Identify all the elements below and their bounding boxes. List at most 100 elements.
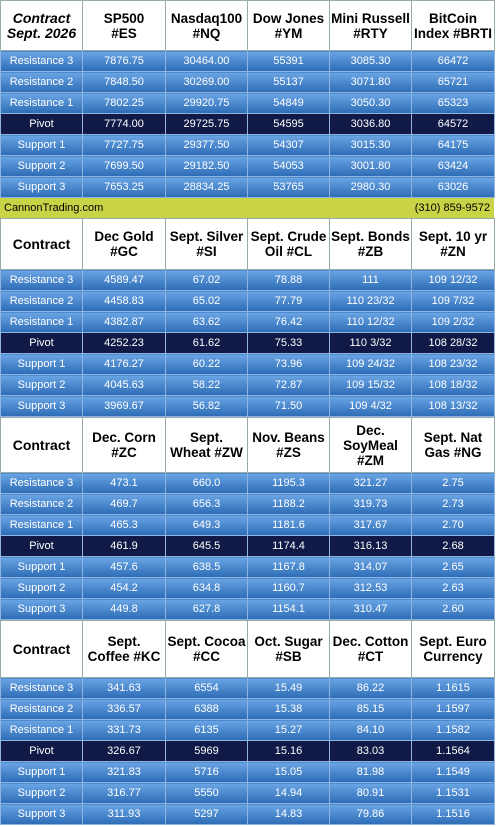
value-cell: 63.62 bbox=[165, 311, 248, 333]
level-cell: Pivot bbox=[0, 332, 83, 354]
value-cell: 2980.30 bbox=[329, 176, 412, 198]
value-cell: 29920.75 bbox=[165, 92, 248, 114]
value-cell: 2.68 bbox=[411, 535, 495, 557]
header-cell: Sept. Cocoa #CC bbox=[165, 620, 248, 678]
data-row: Support 3 449.8 627.8 1154.1 310.47 2.60 bbox=[0, 598, 495, 620]
value-cell: 84.10 bbox=[329, 719, 412, 741]
value-cell: 55391 bbox=[247, 50, 330, 72]
value-cell: 73.96 bbox=[247, 353, 330, 375]
value-cell: 341.63 bbox=[82, 677, 166, 699]
value-cell: 2.65 bbox=[411, 556, 495, 578]
value-cell: 321.83 bbox=[82, 761, 166, 783]
value-cell: 64175 bbox=[411, 134, 495, 156]
value-cell: 108 23/32 bbox=[411, 353, 495, 375]
data-row: Support 2 4045.63 58.22 72.87 109 15/32 108 1… bbox=[0, 374, 495, 396]
value-cell: 15.27 bbox=[247, 719, 330, 741]
banner: CannonTrading.com (310) 859-9572 bbox=[0, 198, 494, 218]
value-cell: 7727.75 bbox=[82, 134, 166, 156]
value-cell: 473.1 bbox=[82, 472, 166, 494]
value-cell: 55137 bbox=[247, 71, 330, 93]
header-cell: Sept. Wheat #ZW bbox=[165, 417, 248, 473]
data-row: Resistance 3 473.1 660.0 1195.3 321.27 2.75 bbox=[0, 472, 495, 494]
price-table: Contract Sept. Coffee #KC Sept. Cocoa #CC O… bbox=[0, 620, 495, 825]
value-cell: 78.88 bbox=[247, 269, 330, 291]
value-cell: 1.1531 bbox=[411, 782, 495, 804]
value-cell: 65323 bbox=[411, 92, 495, 114]
value-cell: 30269.00 bbox=[165, 71, 248, 93]
value-cell: 53765 bbox=[247, 176, 330, 198]
value-cell: 1181.6 bbox=[247, 514, 330, 536]
value-cell: 310.47 bbox=[329, 598, 412, 620]
value-cell: 80.91 bbox=[329, 782, 412, 804]
value-cell: 109 12/32 bbox=[411, 269, 495, 291]
data-row: Support 2 454.2 634.8 1160.7 312.53 2.63 bbox=[0, 577, 495, 599]
value-cell: 14.94 bbox=[247, 782, 330, 804]
value-cell: 109 24/32 bbox=[329, 353, 412, 375]
value-cell: 54307 bbox=[247, 134, 330, 156]
value-cell: 3969.67 bbox=[82, 395, 166, 417]
level-cell: Resistance 2 bbox=[0, 290, 83, 312]
value-cell: 638.5 bbox=[165, 556, 248, 578]
data-row: Resistance 1 7802.25 29920.75 54849 3050.30 6… bbox=[0, 92, 495, 114]
data-row: Pivot 326.67 5969 15.16 83.03 1.1564 bbox=[0, 740, 495, 762]
value-cell: 461.9 bbox=[82, 535, 166, 557]
value-cell: 1.1597 bbox=[411, 698, 495, 720]
data-row: Support 3 7653.25 28834.25 53765 2980.30 6302… bbox=[0, 176, 495, 198]
value-cell: 15.38 bbox=[247, 698, 330, 720]
value-cell: 15.16 bbox=[247, 740, 330, 762]
data-row: Pivot 4252.23 61.62 75.33 110 3/32 108 28/32 bbox=[0, 332, 495, 354]
value-cell: 5969 bbox=[165, 740, 248, 762]
value-cell: 65721 bbox=[411, 71, 495, 93]
data-row: Resistance 2 336.57 6388 15.38 85.15 1.1597 bbox=[0, 698, 495, 720]
value-cell: 85.15 bbox=[329, 698, 412, 720]
value-cell: 111 bbox=[329, 269, 412, 291]
header-cell: BitCoin Index #BRTI bbox=[411, 0, 495, 51]
level-cell: Resistance 2 bbox=[0, 698, 83, 720]
value-cell: 3015.30 bbox=[329, 134, 412, 156]
data-row: Support 1 7727.75 29377.50 54307 3015.30 6417… bbox=[0, 134, 495, 156]
data-row: Support 1 4176.27 60.22 73.96 109 24/32 108 2… bbox=[0, 353, 495, 375]
header-cell: Dec Gold #GC bbox=[82, 218, 166, 270]
data-row: Support 2 316.77 5550 14.94 80.91 1.1531 bbox=[0, 782, 495, 804]
value-cell: 6554 bbox=[165, 677, 248, 699]
value-cell: 3071.80 bbox=[329, 71, 412, 93]
value-cell: 314.07 bbox=[329, 556, 412, 578]
header-cell: SP500 #ES bbox=[82, 0, 166, 51]
header-cell: Sept. 10 yr #ZN bbox=[411, 218, 495, 270]
value-cell: 15.05 bbox=[247, 761, 330, 783]
value-cell: 7699.50 bbox=[82, 155, 166, 177]
level-cell: Resistance 2 bbox=[0, 493, 83, 515]
price-table: Contract Sept. 2026 SP500 #ES Nasdaq100 #N… bbox=[0, 0, 495, 198]
level-cell: Resistance 3 bbox=[0, 269, 83, 291]
value-cell: 110 23/32 bbox=[329, 290, 412, 312]
data-row: Resistance 3 7876.75 30464.00 55391 3085.30 6… bbox=[0, 50, 495, 72]
level-cell: Support 3 bbox=[0, 803, 83, 825]
value-cell: 6388 bbox=[165, 698, 248, 720]
value-cell: 29182.50 bbox=[165, 155, 248, 177]
value-cell: 110 3/32 bbox=[329, 332, 412, 354]
value-cell: 4176.27 bbox=[82, 353, 166, 375]
value-cell: 2.73 bbox=[411, 493, 495, 515]
site-name: CannonTrading.com bbox=[4, 202, 104, 214]
value-cell: 14.83 bbox=[247, 803, 330, 825]
value-cell: 317.67 bbox=[329, 514, 412, 536]
value-cell: 110 12/32 bbox=[329, 311, 412, 333]
value-cell: 7802.25 bbox=[82, 92, 166, 114]
data-row: Pivot 461.9 645.5 1174.4 316.13 2.68 bbox=[0, 535, 495, 557]
value-cell: 465.3 bbox=[82, 514, 166, 536]
data-row: Resistance 3 341.63 6554 15.49 86.22 1.1615 bbox=[0, 677, 495, 699]
header-cell: Nasdaq100 #NQ bbox=[165, 0, 248, 51]
value-cell: 2.63 bbox=[411, 577, 495, 599]
header-cell: Dec. Corn #ZC bbox=[82, 417, 166, 473]
header-cell: Dec. Cotton #CT bbox=[329, 620, 412, 678]
value-cell: 7774.00 bbox=[82, 113, 166, 135]
value-cell: 336.57 bbox=[82, 698, 166, 720]
value-cell: 656.3 bbox=[165, 493, 248, 515]
value-cell: 1.1582 bbox=[411, 719, 495, 741]
value-cell: 109 7/32 bbox=[411, 290, 495, 312]
data-row: Resistance 3 4589.47 67.02 78.88 111 109 12/3… bbox=[0, 269, 495, 291]
header-row: Contract Sept. Coffee #KC Sept. Cocoa #CC O… bbox=[0, 620, 495, 678]
data-row: Resistance 2 7848.50 30269.00 55137 3071.80 6… bbox=[0, 71, 495, 93]
value-cell: 61.62 bbox=[165, 332, 248, 354]
